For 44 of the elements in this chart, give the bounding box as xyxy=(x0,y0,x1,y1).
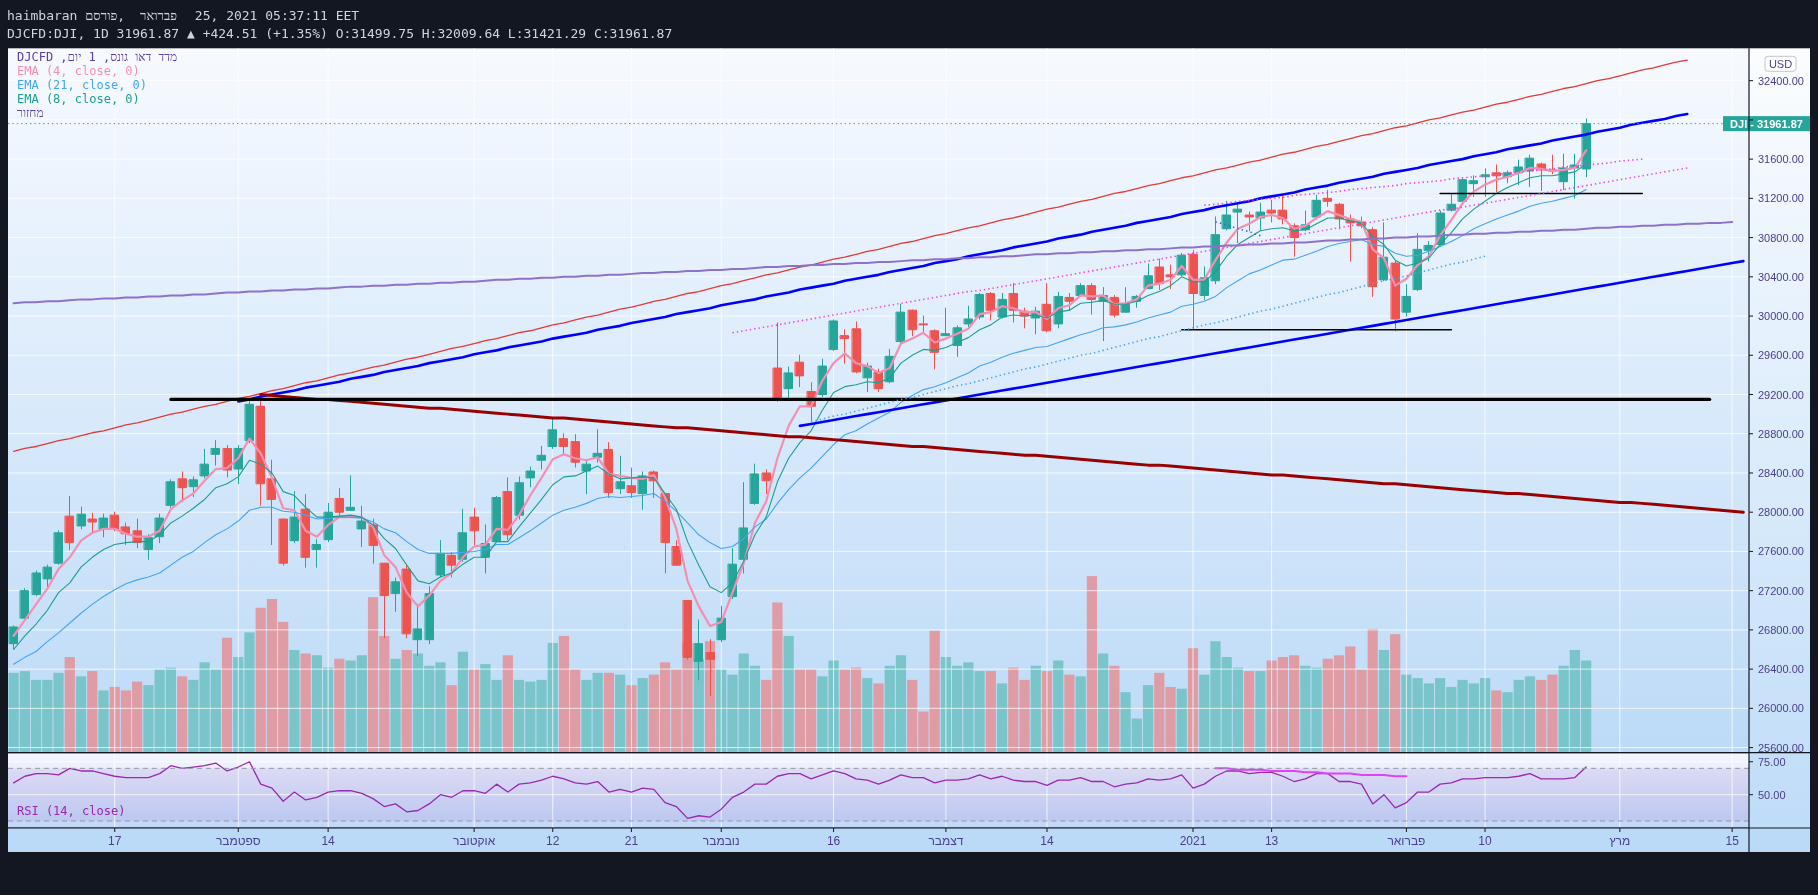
x-tick-label: 15 xyxy=(1725,834,1740,848)
text: EMA (4, close, 0) xyxy=(17,64,140,79)
y-tick-label: 26800.00 xyxy=(1758,623,1804,636)
chart-title: מדד דאו גונס, 1 יום, DJCFD xyxy=(17,50,178,65)
y-tick-label: 31600.00 xyxy=(1758,153,1804,166)
chart-title: מחזור xyxy=(17,106,44,121)
y-tick-label: 28800.00 xyxy=(1758,427,1804,440)
y-tick-label: 29200.00 xyxy=(1758,388,1804,401)
x-tick-label: ספטמבר xyxy=(215,834,261,848)
x-tick-label: 14 xyxy=(321,834,336,848)
x-tick-label: מרץ xyxy=(1609,834,1631,848)
x-tick-label: 13 xyxy=(1264,834,1279,848)
y-tick-label: 32400.00 xyxy=(1758,74,1804,87)
y-tick-label: 30800.00 xyxy=(1758,231,1804,244)
x-tick-label: נובמבר xyxy=(702,834,740,848)
y-axis-title: USD xyxy=(1768,57,1793,70)
y-tick-label: 29600.00 xyxy=(1758,349,1804,362)
text: EMA (8, close, 0) xyxy=(17,92,140,107)
x-tick-label: 2021 xyxy=(1179,834,1207,848)
y-tick-label: 75.00 xyxy=(1758,755,1786,768)
y-tick-label: 28000.00 xyxy=(1758,506,1804,519)
x-tick-label: פברואר xyxy=(1387,834,1426,848)
y-tick-label: 31200.00 xyxy=(1758,192,1804,205)
series-label: RSI (14, close) xyxy=(17,803,126,818)
text: EMA (21, close, 0) xyxy=(17,78,148,93)
y-tick-label: 26400.00 xyxy=(1758,663,1804,676)
x-tick-label: 21 xyxy=(624,834,639,848)
y-tick-label: 27600.00 xyxy=(1758,545,1804,558)
x-tick-label: 14 xyxy=(1040,834,1054,848)
y-tick-label: 27200.00 xyxy=(1758,584,1804,597)
y-tick-label: 30000.00 xyxy=(1758,310,1804,323)
ref-line-label: DJI - 31961.87 xyxy=(1730,117,1803,130)
y-tick-label: 30400.00 xyxy=(1758,270,1804,283)
x-tick-label: 12 xyxy=(546,834,560,848)
y-tick-label: 28400.00 xyxy=(1758,466,1804,479)
y-tick-label: 26000.00 xyxy=(1758,702,1804,715)
x-tick-label: אוקטובר xyxy=(453,834,496,848)
y-tick-label: 25600.00 xyxy=(1758,741,1804,754)
x-tick-label: דצמבר xyxy=(928,834,964,848)
y-tick-label: 50.00 xyxy=(1758,788,1786,801)
x-tick-label: 17 xyxy=(108,834,122,848)
text: DJCFD:DJI, 1D 31961.87 ▲ +424.51 (+1.35%) O:31499.75 H:32009.64 L:31421.29 C:31961.87 xyxy=(7,26,673,41)
x-tick-label: 10 xyxy=(1478,834,1493,848)
x-tick-label: 16 xyxy=(826,834,841,848)
